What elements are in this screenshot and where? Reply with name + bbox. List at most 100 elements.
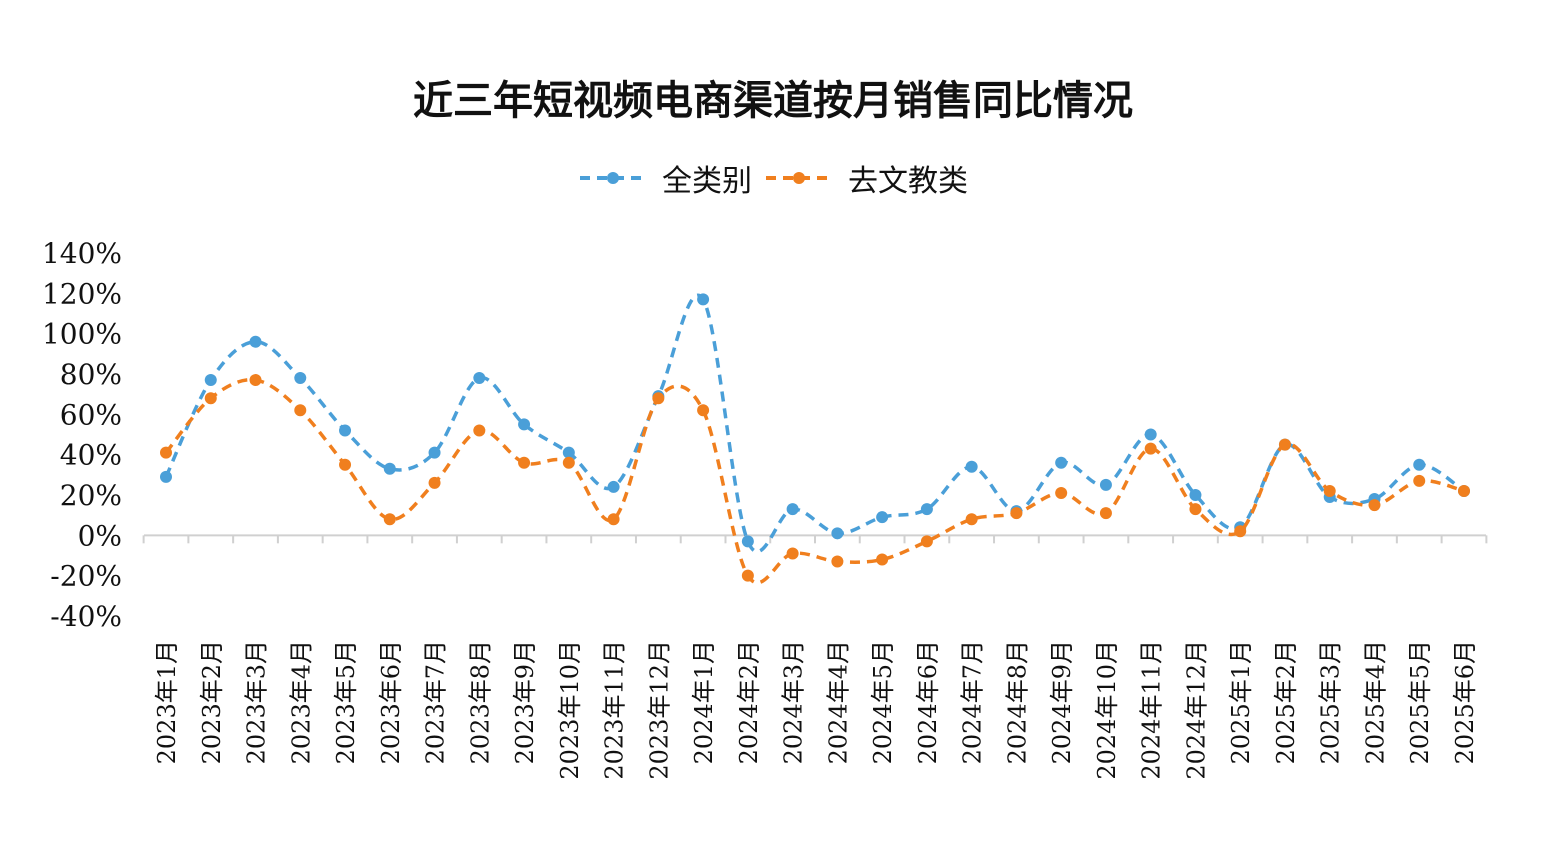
data-point-1 bbox=[607, 513, 620, 526]
data-point-1 bbox=[1368, 499, 1381, 512]
data-point-0 bbox=[786, 503, 799, 516]
x-tick-label: 2024年1月 bbox=[690, 640, 718, 764]
legend: 全类别 去文教类 bbox=[0, 156, 1546, 200]
data-point-1 bbox=[383, 513, 396, 526]
data-point-0 bbox=[876, 511, 889, 524]
data-point-1 bbox=[339, 458, 352, 471]
data-point-0 bbox=[339, 424, 352, 437]
data-point-1 bbox=[1234, 525, 1247, 538]
data-point-0 bbox=[1413, 458, 1426, 471]
data-point-0 bbox=[607, 480, 620, 493]
legend-line-orange-icon bbox=[766, 172, 832, 184]
y-tick-label: 120% bbox=[42, 277, 122, 310]
x-tick-label: 2023年7月 bbox=[422, 640, 450, 764]
data-point-0 bbox=[383, 462, 396, 475]
data-point-1 bbox=[741, 569, 754, 582]
data-point-0 bbox=[1055, 456, 1068, 469]
data-point-0 bbox=[160, 470, 172, 483]
x-tick-label: 2024年2月 bbox=[735, 640, 763, 764]
data-point-0 bbox=[249, 335, 262, 348]
data-point-1 bbox=[204, 392, 217, 405]
legend-item-excl: 去文教类 bbox=[764, 156, 968, 200]
data-point-1 bbox=[1010, 507, 1023, 520]
data-point-0 bbox=[473, 372, 486, 385]
series-line-1 bbox=[164, 378, 1465, 585]
x-tick-label: 2024年12月 bbox=[1182, 640, 1210, 780]
x-tick-label: 2023年12月 bbox=[645, 640, 673, 780]
data-point-1 bbox=[1055, 486, 1068, 499]
x-tick-label: 2023年8月 bbox=[466, 640, 494, 764]
x-tick-label: 2024年8月 bbox=[1003, 640, 1031, 764]
x-tick-label: 2025年3月 bbox=[1317, 640, 1345, 764]
data-point-1 bbox=[473, 424, 486, 437]
x-tick-label: 2023年2月 bbox=[198, 640, 226, 764]
data-point-0 bbox=[518, 418, 531, 431]
x-tick-label: 2023年5月 bbox=[332, 640, 360, 764]
legend-label: 全类别 bbox=[662, 164, 752, 199]
data-point-1 bbox=[428, 476, 441, 489]
x-tick-label: 2023年6月 bbox=[377, 640, 405, 764]
x-tick-label: 2023年1月 bbox=[153, 640, 181, 764]
x-tick-label: 2024年11月 bbox=[1138, 640, 1166, 780]
data-point-1 bbox=[786, 547, 799, 560]
data-point-0 bbox=[831, 527, 844, 540]
legend-line-blue-icon bbox=[580, 172, 646, 184]
y-tick-label: 60% bbox=[60, 398, 122, 431]
data-point-1 bbox=[697, 404, 710, 417]
x-tick-label: 2024年10月 bbox=[1093, 640, 1121, 780]
x-tick-label: 2023年10月 bbox=[556, 640, 584, 780]
x-tick-label: 2023年9月 bbox=[511, 640, 539, 764]
y-tick-label: 40% bbox=[60, 439, 122, 472]
data-point-1 bbox=[294, 404, 307, 417]
x-tick-label: 2024年6月 bbox=[914, 640, 942, 764]
y-tick-label: 80% bbox=[60, 358, 122, 391]
data-point-1 bbox=[920, 535, 933, 548]
x-tick-label: 2023年11月 bbox=[601, 640, 629, 780]
data-point-0 bbox=[965, 460, 978, 473]
x-tick-label: 2025年6月 bbox=[1451, 640, 1479, 764]
data-point-0 bbox=[294, 372, 307, 385]
data-point-1 bbox=[831, 555, 844, 568]
x-tick-label: 2025年1月 bbox=[1227, 640, 1255, 764]
data-point-0 bbox=[1144, 428, 1157, 441]
data-point-1 bbox=[1144, 442, 1157, 455]
data-point-0 bbox=[697, 293, 710, 306]
data-point-1 bbox=[1458, 484, 1470, 497]
y-tick-label: -40% bbox=[50, 600, 122, 633]
data-point-1 bbox=[876, 553, 889, 566]
data-point-1 bbox=[1099, 507, 1112, 520]
legend-item-all: 全类别 bbox=[578, 156, 752, 200]
data-point-0 bbox=[204, 374, 217, 387]
data-point-1 bbox=[965, 513, 978, 526]
x-tick-label: 2025年4月 bbox=[1361, 640, 1389, 764]
x-tick-label: 2025年5月 bbox=[1406, 640, 1434, 764]
data-point-0 bbox=[428, 446, 441, 459]
data-point-0 bbox=[920, 503, 933, 516]
data-point-1 bbox=[518, 456, 531, 469]
data-point-1 bbox=[1189, 503, 1202, 516]
x-tick-label: 2024年7月 bbox=[959, 640, 987, 764]
data-point-0 bbox=[562, 446, 575, 459]
y-tick-label: -20% bbox=[50, 560, 122, 593]
y-tick-label: 20% bbox=[60, 479, 122, 512]
y-tick-label: 100% bbox=[42, 318, 122, 351]
x-tick-label: 2023年3月 bbox=[243, 640, 271, 764]
legend-label: 去文教类 bbox=[848, 164, 968, 199]
data-point-1 bbox=[562, 456, 575, 469]
x-tick-label: 2025年2月 bbox=[1272, 640, 1300, 764]
x-tick-label: 2024年4月 bbox=[824, 640, 852, 764]
series-line-0 bbox=[164, 293, 1465, 554]
data-point-1 bbox=[652, 392, 665, 405]
data-point-0 bbox=[1099, 478, 1112, 491]
y-tick-label: 0% bbox=[78, 519, 122, 552]
x-tick-label: 2024年5月 bbox=[869, 640, 897, 764]
y-tick-label: 140% bbox=[42, 237, 122, 270]
data-point-1 bbox=[1323, 484, 1336, 497]
data-point-0 bbox=[1189, 489, 1202, 501]
data-point-1 bbox=[1278, 438, 1291, 451]
x-tick-label: 2023年4月 bbox=[287, 640, 315, 764]
data-point-0 bbox=[741, 535, 754, 548]
data-point-1 bbox=[249, 374, 262, 387]
data-point-1 bbox=[160, 446, 172, 459]
